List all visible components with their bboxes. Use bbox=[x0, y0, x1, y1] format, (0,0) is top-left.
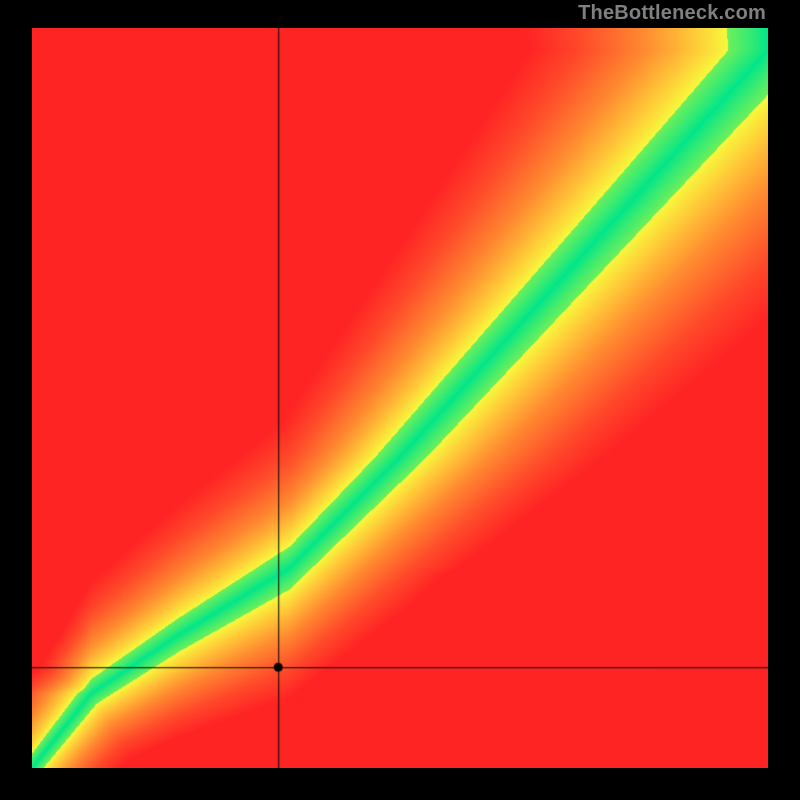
attribution-text: TheBottleneck.com bbox=[578, 2, 766, 25]
root-container: TheBottleneck.com bbox=[0, 0, 800, 800]
bottleneck-heatmap bbox=[32, 28, 768, 768]
